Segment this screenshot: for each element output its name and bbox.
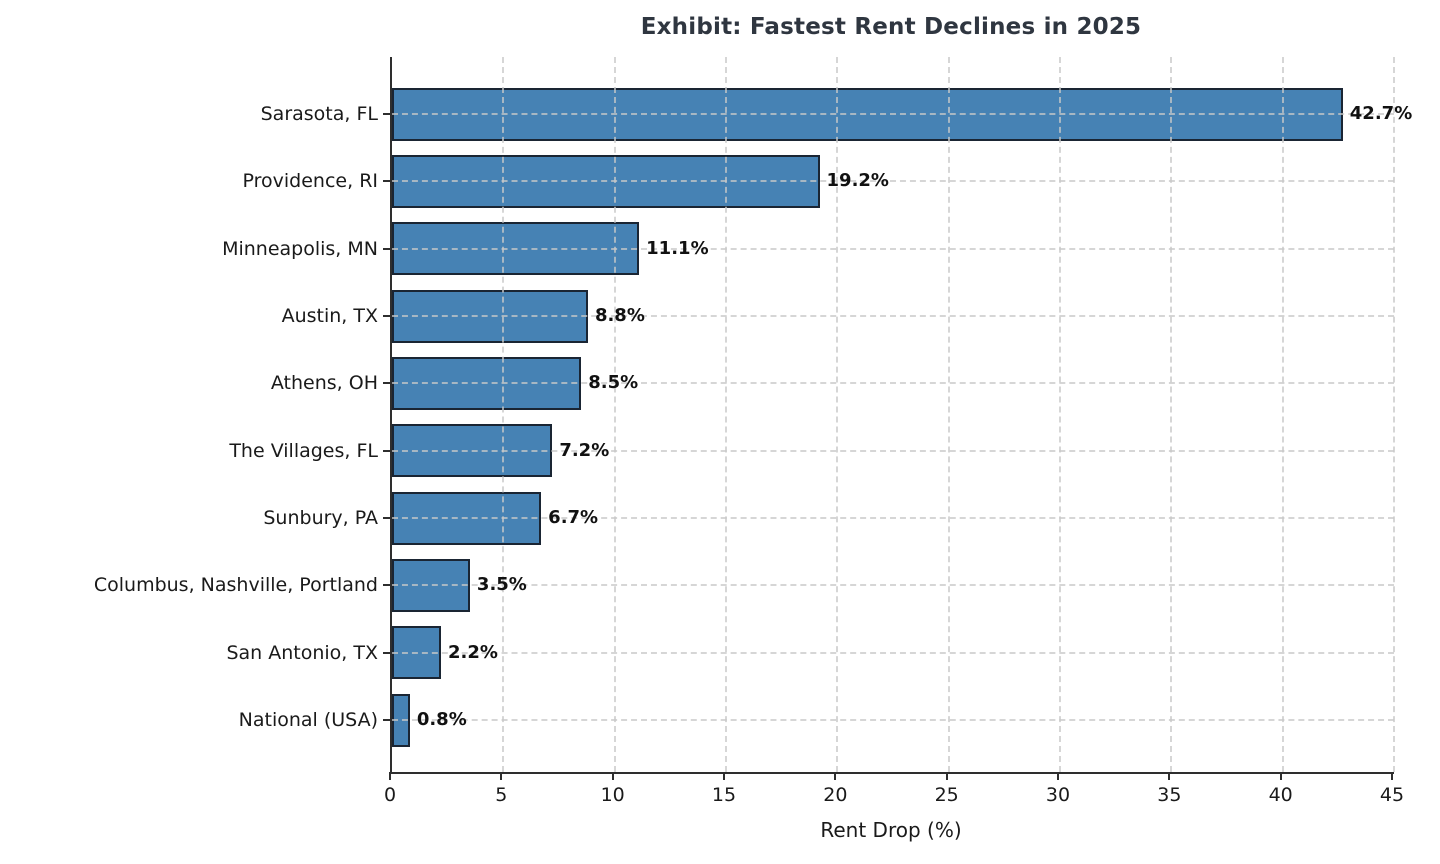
y-category-label: Columbus, Nashville, Portland [93,574,378,597]
vertical-gridline [502,57,505,772]
y-tick-mark [383,719,390,721]
x-tick-mark [1391,772,1393,780]
vertical-gridline [947,57,950,772]
x-tick-label: 10 [600,784,625,806]
x-tick-label: 20 [823,784,848,806]
bar-value-label: 8.8% [594,305,645,326]
x-tick-mark [834,772,837,780]
x-tick-label: 30 [1045,784,1071,806]
y-category-label: Providence, RI [242,170,378,193]
y-tick-mark [383,651,390,654]
x-tick-mark [1279,772,1282,780]
y-tick-mark [383,517,390,519]
vertical-gridline [725,57,727,772]
y-category-label: Minneapolis, MN [222,237,378,260]
vertical-gridline [836,57,839,772]
bar-value-label: 8.5% [588,372,639,394]
bar-value-label: 3.5% [476,574,527,596]
x-tick-label: 5 [495,784,508,806]
x-tick-mark [1057,772,1059,780]
y-category-label: Sarasota, FL [260,103,378,125]
horizontal-gridline [392,113,1394,115]
horizontal-gridline [392,719,1394,721]
y-tick-mark [383,315,390,317]
bar-value-label: 6.7% [548,507,599,528]
x-tick-mark [500,772,503,780]
horizontal-gridline [392,584,1394,587]
bar-value-label: 19.2% [826,170,889,192]
vertical-gridline [1281,57,1284,772]
vertical-gridline [1393,57,1395,772]
vertical-gridline [613,57,616,772]
y-category-label: The Villages, FL [229,439,378,462]
vertical-gridline [1059,57,1061,772]
bar-value-label: 2.2% [447,641,498,663]
horizontal-gridline [392,449,1394,452]
y-tick-mark [383,382,390,385]
vertical-gridline [1170,57,1173,772]
x-axis-label: Rent Drop (%) [820,818,962,842]
x-tick-label: 0 [383,784,397,806]
bar-value-label: 42.7% [1349,103,1413,124]
chart-title: Exhibit: Fastest Rent Declines in 2025 [640,14,1142,40]
y-tick-mark [383,584,390,587]
x-tick-label: 15 [711,784,737,806]
horizontal-gridline [392,382,1394,385]
y-category-label: National (USA) [238,709,378,731]
plot-area: 42.7% 19.2% 11.1% 8.8% 8.5% 7.2% 6.7% 3.5% 2.2% 0… [390,57,1412,774]
bar-value-label: 11.1% [646,237,709,259]
y-category-label: Sunbury, PA [263,507,378,529]
x-tick-mark [723,772,725,780]
horizontal-gridline [392,315,1394,317]
x-tick-label: 45 [1379,784,1405,806]
y-category-label: Austin, TX [281,305,378,327]
bar-value-label: 0.8% [416,709,467,730]
horizontal-gridline [392,247,1394,250]
y-tick-mark [383,247,390,250]
x-tick-label: 25 [934,784,959,806]
x-tick-mark [1168,772,1171,780]
y-tick-mark [383,113,390,115]
x-tick-mark [611,772,614,780]
y-category-label: San Antonio, TX [226,641,378,664]
x-tick-mark [945,772,948,780]
bar-value-label: 7.2% [559,439,610,461]
horizontal-gridline [392,651,1394,654]
y-category-label: Athens, OH [270,372,378,395]
horizontal-gridline [392,180,1394,183]
horizontal-gridline [392,517,1394,519]
x-tick-label: 35 [1157,784,1182,806]
y-tick-mark [383,180,390,183]
x-tick-mark [389,772,391,780]
y-tick-mark [383,449,390,452]
x-tick-label: 40 [1268,784,1293,806]
